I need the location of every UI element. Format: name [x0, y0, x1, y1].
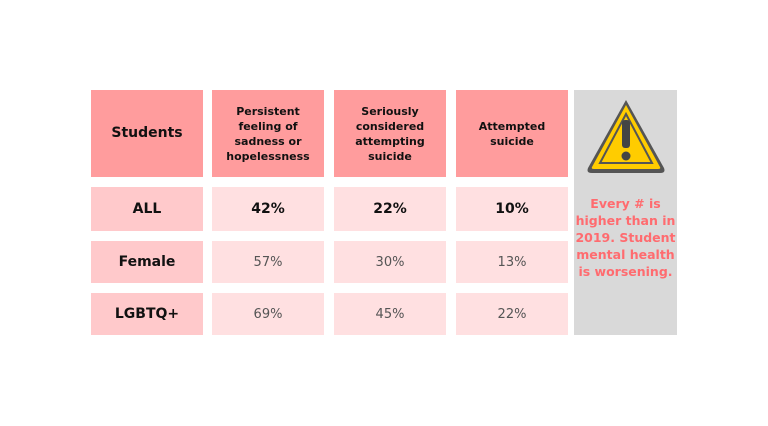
header-attempted-suicide: Attempted suicide	[456, 90, 568, 177]
table-cell: 13%	[456, 241, 568, 283]
table-cell: 69%	[212, 293, 324, 335]
table-cell: 22%	[334, 187, 446, 231]
row-header-lgbtq: LGBTQ+	[91, 293, 203, 335]
header-students: Students	[91, 90, 203, 177]
header-considered-suicide: Seriously considered attempting suicide	[334, 90, 446, 177]
side-panel: Every # is higher than in 2019. Student …	[574, 90, 677, 335]
header-sadness: Persistent feeling of sadness or hopeles…	[212, 90, 324, 177]
warning-note: Every # is higher than in 2019. Student …	[575, 196, 676, 279]
table-cell: 45%	[334, 293, 446, 335]
table-cell: 10%	[456, 187, 568, 231]
row-header-female: Female	[91, 241, 203, 283]
warning-triangle-icon	[587, 100, 665, 173]
row-header-all: ALL	[91, 187, 203, 231]
table-cell: 42%	[212, 187, 324, 231]
table-cell: 30%	[334, 241, 446, 283]
table-cell: 22%	[456, 293, 568, 335]
table-cell: 57%	[212, 241, 324, 283]
